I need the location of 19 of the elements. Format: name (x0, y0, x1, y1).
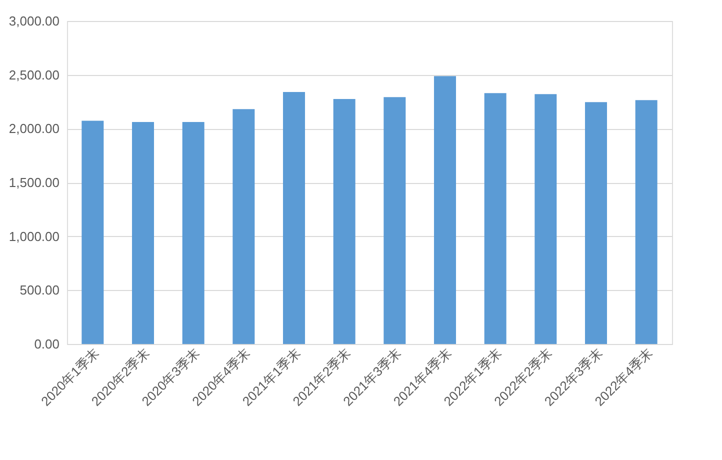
bar (384, 97, 406, 344)
y-tick-label: 0.00 (34, 336, 60, 352)
bar (232, 109, 255, 344)
y-tick-label: 1,000.00 (8, 228, 60, 244)
bar (283, 92, 305, 344)
y-tick-label: 500.00 (20, 282, 60, 298)
y-tick-label: 3,000.00 (8, 14, 60, 28)
bar (585, 102, 607, 344)
y-tick-label: 1,500.00 (8, 175, 60, 190)
y-tick-label: 2,000.00 (8, 121, 60, 136)
y-tick-label: 2,500.00 (8, 67, 60, 82)
bar (182, 122, 204, 344)
bar (635, 100, 658, 344)
bar (434, 76, 456, 344)
bar (82, 120, 104, 344)
bar (534, 94, 557, 344)
bar (484, 93, 506, 344)
bar (333, 99, 356, 344)
bar (132, 122, 154, 344)
